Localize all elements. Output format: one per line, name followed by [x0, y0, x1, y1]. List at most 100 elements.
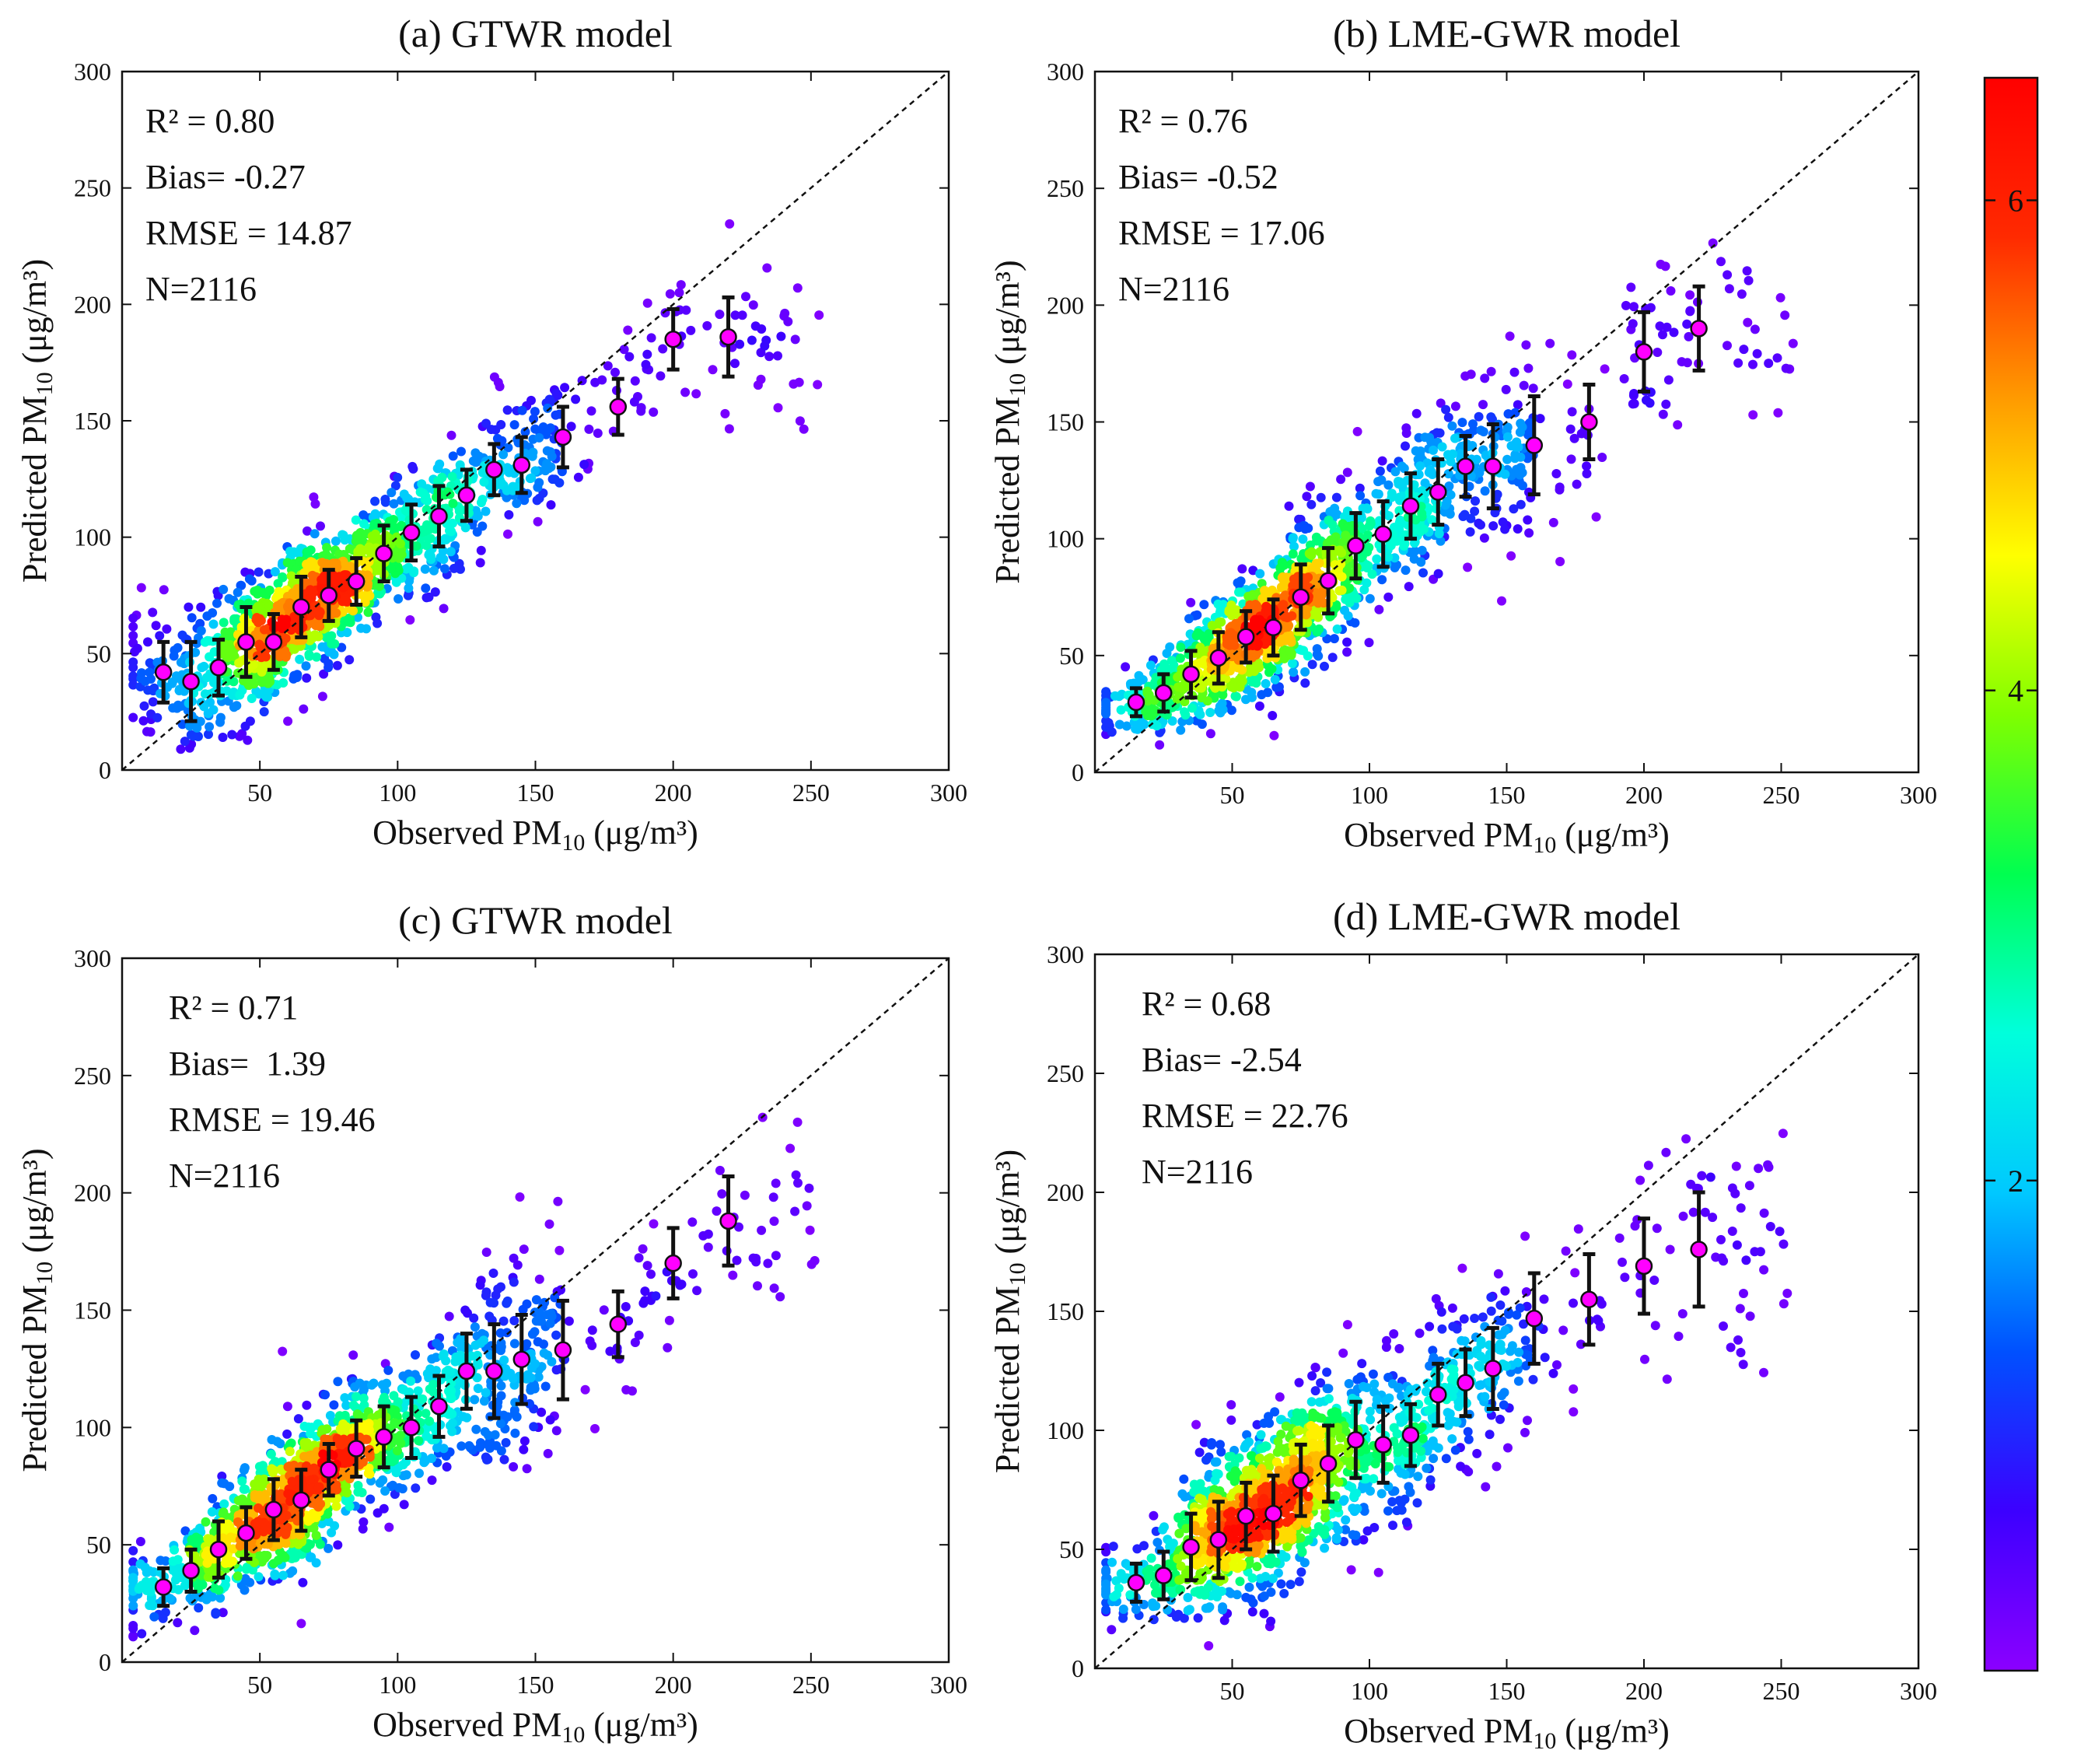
scatter-point [1509, 367, 1520, 377]
scatter-point [715, 310, 725, 320]
scatter-point [479, 477, 489, 487]
scatter-point [430, 587, 440, 597]
mean-marker [347, 1440, 365, 1458]
scatter-point [390, 481, 400, 491]
scatter-point [1284, 501, 1294, 511]
scatter-point [1503, 1443, 1513, 1453]
scatter-point [358, 1517, 369, 1527]
scatter-point [534, 1307, 544, 1317]
scatter-point [547, 451, 557, 461]
scatter-point [345, 655, 355, 665]
scatter-point [1298, 534, 1308, 544]
scatter-point [1255, 569, 1265, 579]
scatter-point [259, 663, 268, 673]
scatter-point [340, 535, 350, 545]
scatter-point [319, 669, 329, 679]
scatter-point [751, 1254, 761, 1263]
chart-title: (b) LME-GWR model [1333, 12, 1681, 55]
scatter-point [512, 499, 522, 509]
scatter-point [293, 1414, 303, 1424]
scatter-point [1748, 410, 1758, 420]
scatter-point [375, 589, 385, 599]
scatter-point [1331, 492, 1341, 502]
scatter-point [448, 499, 458, 509]
scatter-point [1418, 568, 1428, 578]
scatter-point [1570, 1268, 1580, 1278]
scatter-point [485, 1297, 495, 1307]
scatter-point [257, 674, 267, 684]
scatter-point [187, 613, 197, 623]
scatter-point [542, 459, 552, 469]
scatter-point [1237, 665, 1247, 675]
scatter-point [517, 405, 527, 415]
scatter-point [1764, 359, 1774, 369]
mean-marker [237, 633, 255, 651]
mean-marker [719, 327, 737, 346]
scatter-point [708, 365, 718, 375]
scatter-point [1474, 411, 1484, 422]
scatter-point [243, 735, 253, 745]
scatter-point [663, 1342, 673, 1353]
scatter-point [1726, 1342, 1736, 1353]
scatter-point [128, 1601, 138, 1611]
scatter-point [140, 1563, 150, 1573]
scatter-point [580, 1384, 590, 1395]
scatter-point [1480, 373, 1490, 383]
scatter-point [128, 1573, 138, 1583]
scatter-point [1524, 528, 1534, 538]
scatter-point [597, 375, 607, 385]
scatter-point [1752, 348, 1762, 359]
scatter-point [1523, 515, 1533, 525]
scatter-point [365, 546, 376, 555]
scatter-point [379, 1392, 389, 1402]
scatter-point [1665, 1244, 1675, 1255]
scatter-point [198, 1580, 208, 1590]
scatter-point [1337, 548, 1347, 558]
scatter-point [504, 509, 514, 520]
scatter-point [184, 602, 194, 612]
scatter-point [1528, 383, 1538, 394]
scatter-point [642, 349, 652, 359]
scatter-point [1653, 348, 1663, 357]
scatter-point [208, 619, 219, 629]
scatter-point [176, 657, 186, 667]
x-tick-label: 100 [379, 1671, 416, 1699]
mean-marker [1236, 628, 1255, 646]
scatter-point [205, 722, 215, 732]
scatter-point [1780, 310, 1790, 320]
scatter-point [1476, 520, 1485, 530]
mean-marker [1264, 618, 1282, 637]
scatter-point [414, 1436, 424, 1446]
scatter-point [1523, 363, 1534, 373]
stat-line: R² = 0.80 [145, 102, 275, 140]
mean-marker [609, 1315, 628, 1333]
stat-line: N=2116 [1118, 270, 1229, 308]
scatter-point [473, 1384, 483, 1394]
scatter-point [442, 1462, 452, 1472]
scatter-point [195, 618, 205, 628]
scatter-point [282, 614, 292, 625]
mean-marker [292, 598, 310, 616]
chart-title: (d) LME-GWR model [1333, 894, 1681, 938]
scatter-point [642, 298, 652, 308]
y-tick-label: 100 [1047, 525, 1084, 553]
scatter-point [399, 489, 409, 499]
scatter-point [551, 388, 561, 398]
y-tick-label: 300 [74, 58, 111, 86]
scatter-point [508, 485, 518, 495]
scatter-point [295, 654, 305, 664]
scatter-point [219, 1499, 229, 1509]
stat-line: N=2116 [169, 1157, 280, 1195]
scatter-point [128, 631, 138, 641]
scatter-point [1176, 725, 1186, 735]
scatter-point [1471, 496, 1480, 506]
scatter-point [372, 618, 383, 628]
scatter-point [377, 1380, 387, 1390]
scatter-point [191, 647, 201, 657]
scatter-point [236, 580, 246, 590]
scatter-point [275, 1439, 285, 1449]
scatter-point [128, 1621, 138, 1630]
scatter-point [1600, 364, 1610, 374]
y-tick-label: 150 [74, 407, 111, 435]
scatter-point [1678, 1211, 1688, 1221]
